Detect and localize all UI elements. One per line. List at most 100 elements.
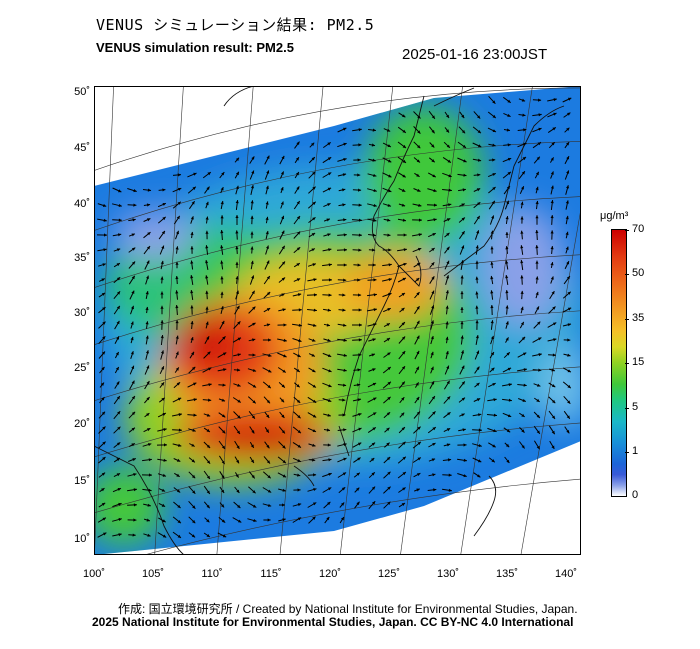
wind-arrow-head [357, 457, 361, 461]
wind-arrow-head [461, 231, 465, 235]
wind-arrow-head [133, 203, 137, 207]
wind-arrow-head [268, 338, 272, 342]
wind-arrow-head [520, 245, 524, 249]
wind-arrow-head [251, 290, 255, 295]
wind-arrow-head [101, 472, 106, 476]
wind-arrow-head [132, 533, 136, 537]
wind-arrow-head [357, 383, 361, 387]
lon-label-115: 115˚ [260, 568, 282, 580]
wind-arrow-head [433, 189, 437, 193]
wind-arrow-head [193, 172, 197, 176]
wind-arrow-head [371, 353, 375, 357]
wind-arrow-head [118, 218, 122, 222]
wind-arrow-head [493, 398, 497, 402]
wind-arrow-head [343, 158, 347, 161]
wind-arrow-head [373, 278, 377, 282]
wind-arrow-head [387, 471, 391, 475]
wind-arrow-head [327, 203, 331, 207]
wind-arrow-head [175, 246, 179, 250]
wind-arrow-head [567, 400, 571, 404]
wind-arrow-head [237, 415, 241, 419]
wind-arrow-head [220, 187, 224, 191]
wind-arrow-head [357, 398, 361, 402]
wind-arrow-head [116, 442, 121, 446]
wind-arrow-head [402, 441, 406, 445]
wind-arrow-head [177, 187, 182, 191]
wind-arrow-head [551, 415, 555, 419]
wind-arrow-head [418, 203, 422, 207]
title-english: VENUS simulation result: PM2.5 [96, 40, 294, 55]
wind-arrow-head [416, 278, 420, 282]
wind-arrow-head [566, 185, 570, 189]
wind-arrow-head [402, 114, 406, 118]
wind-arrow-head [220, 230, 224, 234]
wind-arrow-head [220, 215, 224, 219]
wind-arrow-head [551, 291, 555, 295]
wind-arrow-head [551, 384, 556, 388]
wind-arrow-head [208, 367, 212, 371]
wind-arrow-head [371, 248, 376, 252]
wind-arrow-head [160, 320, 164, 324]
wind-arrow-head [521, 445, 525, 449]
wind-arrow-head [178, 413, 182, 417]
wind-arrow-head [221, 172, 225, 176]
wind-arrow-head [163, 428, 167, 432]
wind-arrow-head [342, 413, 346, 417]
wind-arrow-head [205, 230, 209, 234]
wind-arrow-head [567, 353, 571, 357]
wind-arrow-head [403, 262, 407, 266]
wind-arrow-head [490, 335, 494, 340]
wind-arrow-head [522, 157, 526, 161]
wind-arrow-head [551, 142, 555, 146]
wind-arrow-head [160, 260, 164, 265]
wind-arrow-head [326, 516, 330, 521]
wind-arrow-head [164, 443, 167, 447]
wind-arrow-head [463, 443, 467, 447]
wind-arrow-head [401, 412, 405, 416]
wind-arrow-head [358, 338, 362, 342]
wind-arrow-head [236, 445, 240, 449]
lat-label-20: 20˚ [74, 418, 90, 430]
wind-arrow-head [358, 248, 362, 252]
wind-arrow-head [101, 351, 105, 355]
wind-arrow-head [446, 246, 450, 251]
wind-arrow-head [296, 247, 301, 251]
wind-arrow-head [206, 428, 210, 432]
wind-arrow-head [371, 442, 376, 446]
wind-arrow-head [252, 400, 256, 404]
wind-arrow-head [190, 321, 194, 325]
wind-arrow-head [431, 115, 435, 119]
wind-arrow-head [475, 276, 479, 280]
wind-arrow-head [551, 430, 555, 435]
wind-arrow-head [535, 215, 539, 219]
wind-arrow-head [371, 458, 375, 462]
wind-arrow-head [118, 502, 122, 506]
wind-arrow-head [505, 290, 509, 294]
wind-arrow-head [371, 472, 375, 476]
wind-arrow-head [235, 230, 239, 234]
wind-arrow-head [491, 200, 495, 205]
wind-arrow-head [493, 413, 497, 417]
wind-arrow-head [220, 276, 224, 280]
wind-arrow-head [388, 189, 392, 193]
lat-label-30: 30˚ [74, 307, 90, 319]
wind-arrow-head [342, 203, 346, 207]
wind-arrow-head [297, 430, 301, 434]
wind-arrow-head [401, 336, 406, 340]
wind-arrow-head [281, 215, 285, 220]
wind-arrow-head [116, 263, 120, 267]
wind-arrow-head [283, 354, 287, 358]
wind-arrow-head [130, 336, 134, 341]
wind-arrow-head [266, 170, 270, 174]
wind-arrow-head [297, 473, 301, 477]
wind-arrow-head [553, 338, 557, 342]
wind-arrow-head [448, 488, 452, 492]
wind-arrow-head [521, 429, 525, 433]
wind-arrow-head [312, 201, 316, 205]
wind-arrow-head [505, 443, 510, 448]
colorbar-tick [625, 408, 629, 409]
wind-arrow-head [148, 473, 152, 477]
wind-arrow-head [476, 366, 480, 370]
wind-arrow-head [312, 263, 316, 267]
wind-arrow-head [388, 278, 392, 282]
